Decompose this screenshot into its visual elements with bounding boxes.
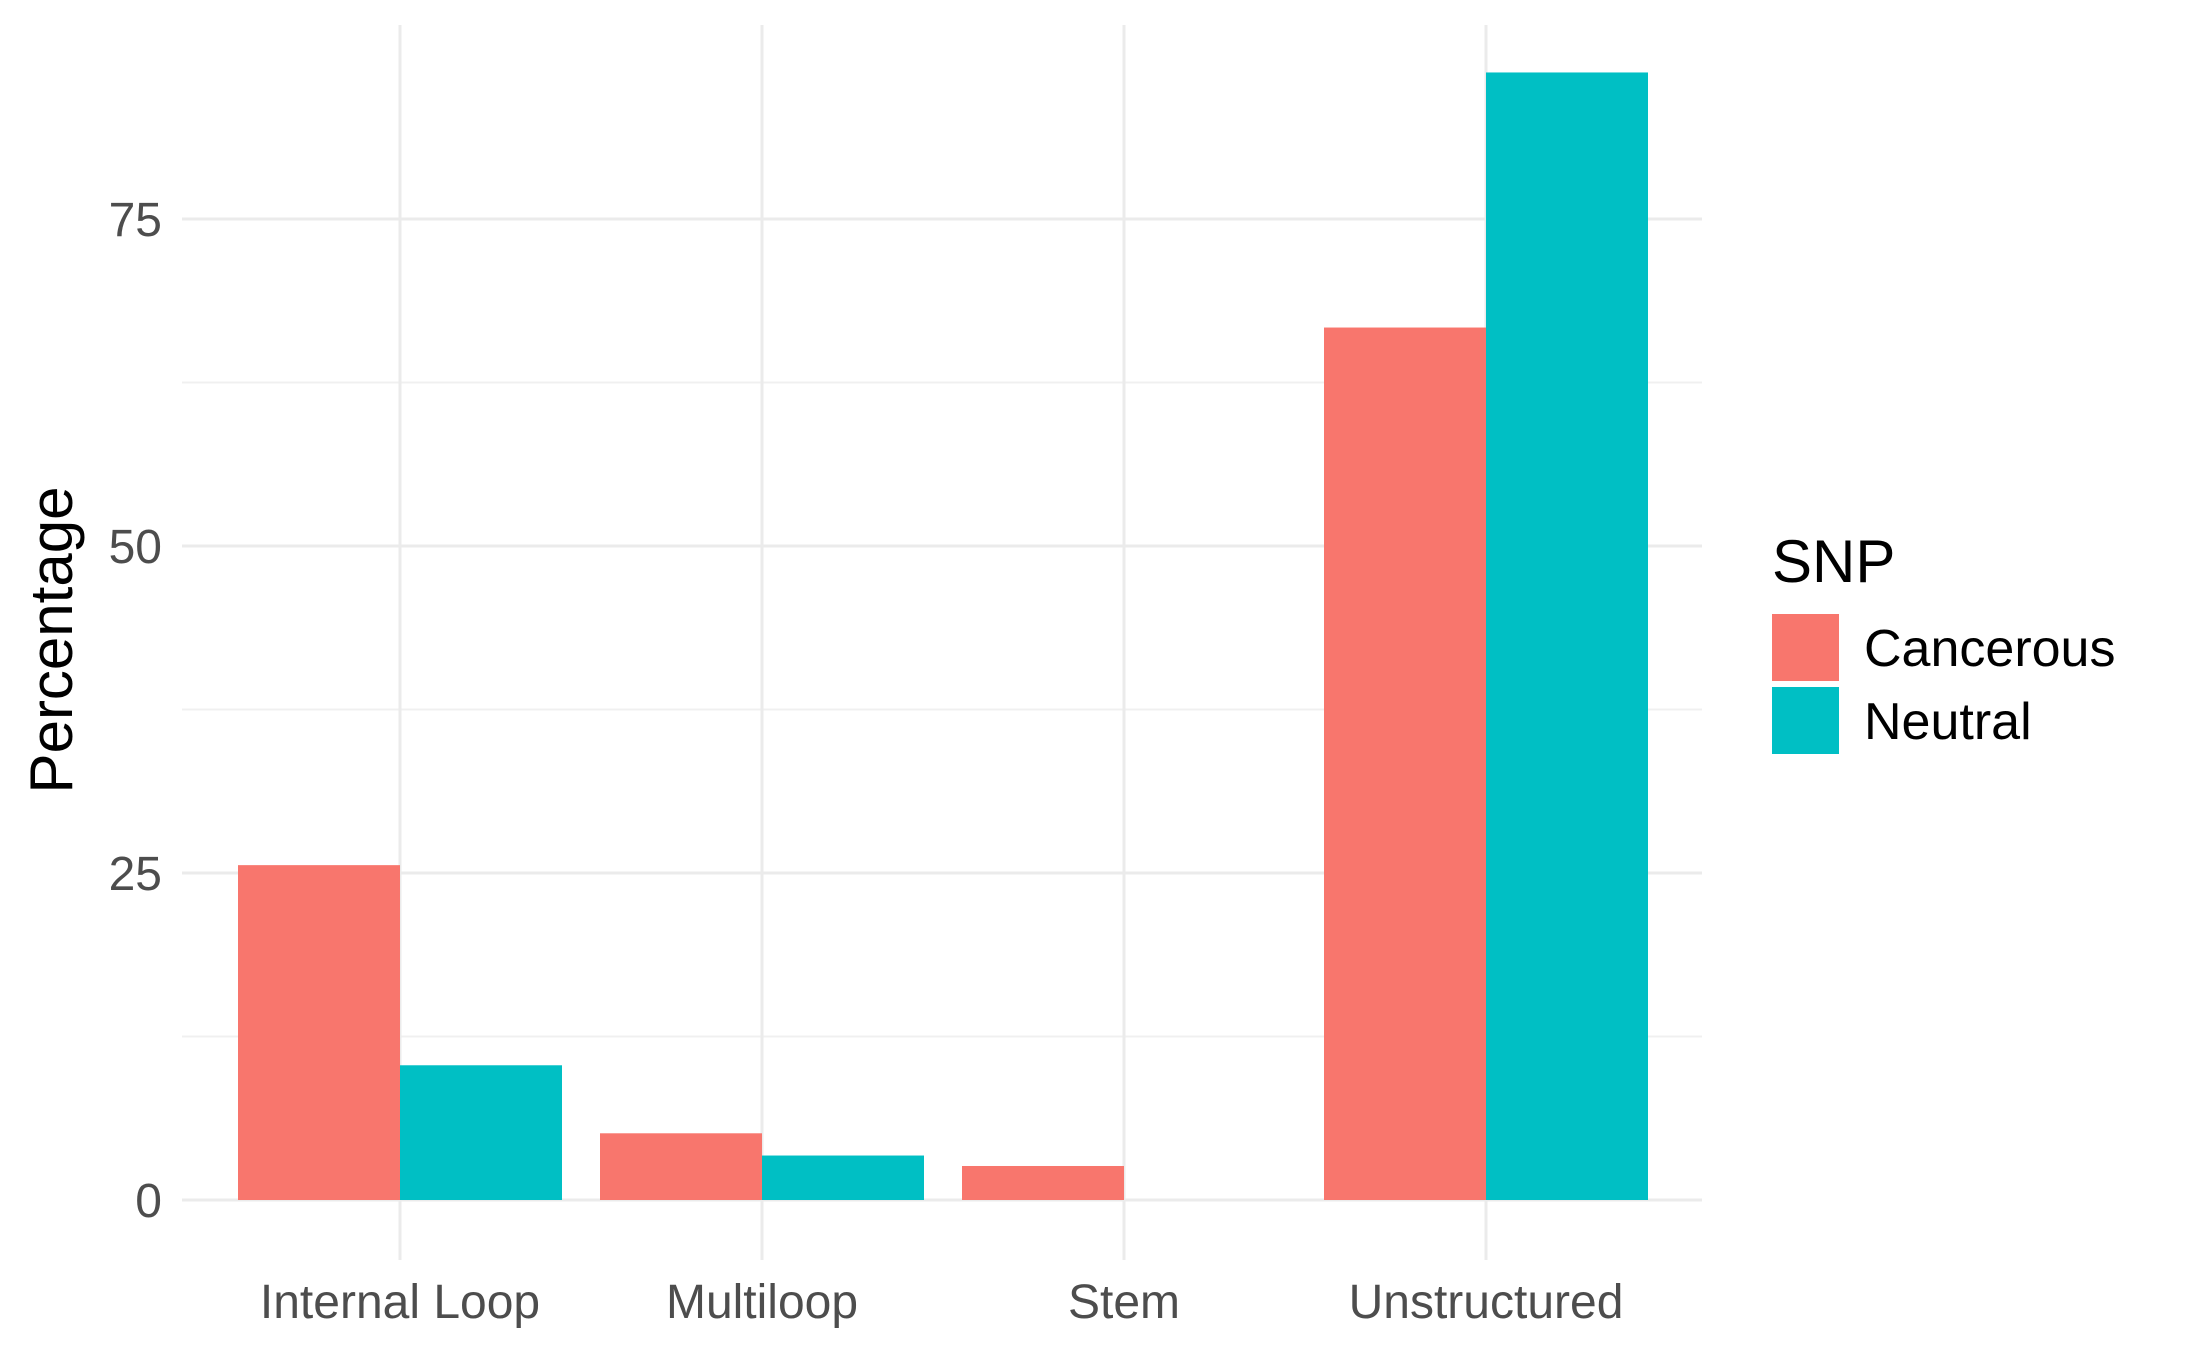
legend: SNP Cancerous Neutral — [1772, 528, 2115, 754]
legend-label-neutral: Neutral — [1864, 693, 2032, 751]
x-tick-label: Multiloop — [666, 1276, 858, 1329]
x-tick-label: Stem — [1068, 1276, 1180, 1329]
legend-swatch-neutral — [1772, 687, 1839, 754]
legend-swatch-cancerous — [1772, 614, 1839, 681]
bar-cancerous-multiloop — [600, 1133, 762, 1200]
x-axis-ticks: Internal Loop Multiloop Stem Unstructured — [260, 1276, 1624, 1329]
bar-cancerous-stem — [962, 1165, 1124, 1200]
y-axis-title: Percentage — [18, 487, 85, 794]
bar-cancerous-internal-loop — [238, 865, 400, 1200]
y-tick-label: 75 — [109, 194, 162, 247]
x-tick-label: Unstructured — [1349, 1276, 1624, 1329]
bar-cancerous-unstructured — [1324, 327, 1486, 1200]
bar-neutral-internal-loop — [400, 1065, 562, 1200]
bars — [238, 72, 1648, 1201]
y-tick-label: 50 — [109, 521, 162, 574]
bar-neutral-unstructured — [1486, 72, 1648, 1201]
legend-title: SNP — [1772, 528, 1895, 595]
y-tick-label: 25 — [109, 848, 162, 901]
y-tick-label: 0 — [135, 1175, 162, 1228]
y-axis-ticks: 0 25 50 75 — [109, 194, 162, 1228]
bar-neutral-multiloop — [762, 1155, 924, 1200]
legend-label-cancerous: Cancerous — [1864, 620, 2115, 678]
x-tick-label: Internal Loop — [260, 1276, 540, 1329]
